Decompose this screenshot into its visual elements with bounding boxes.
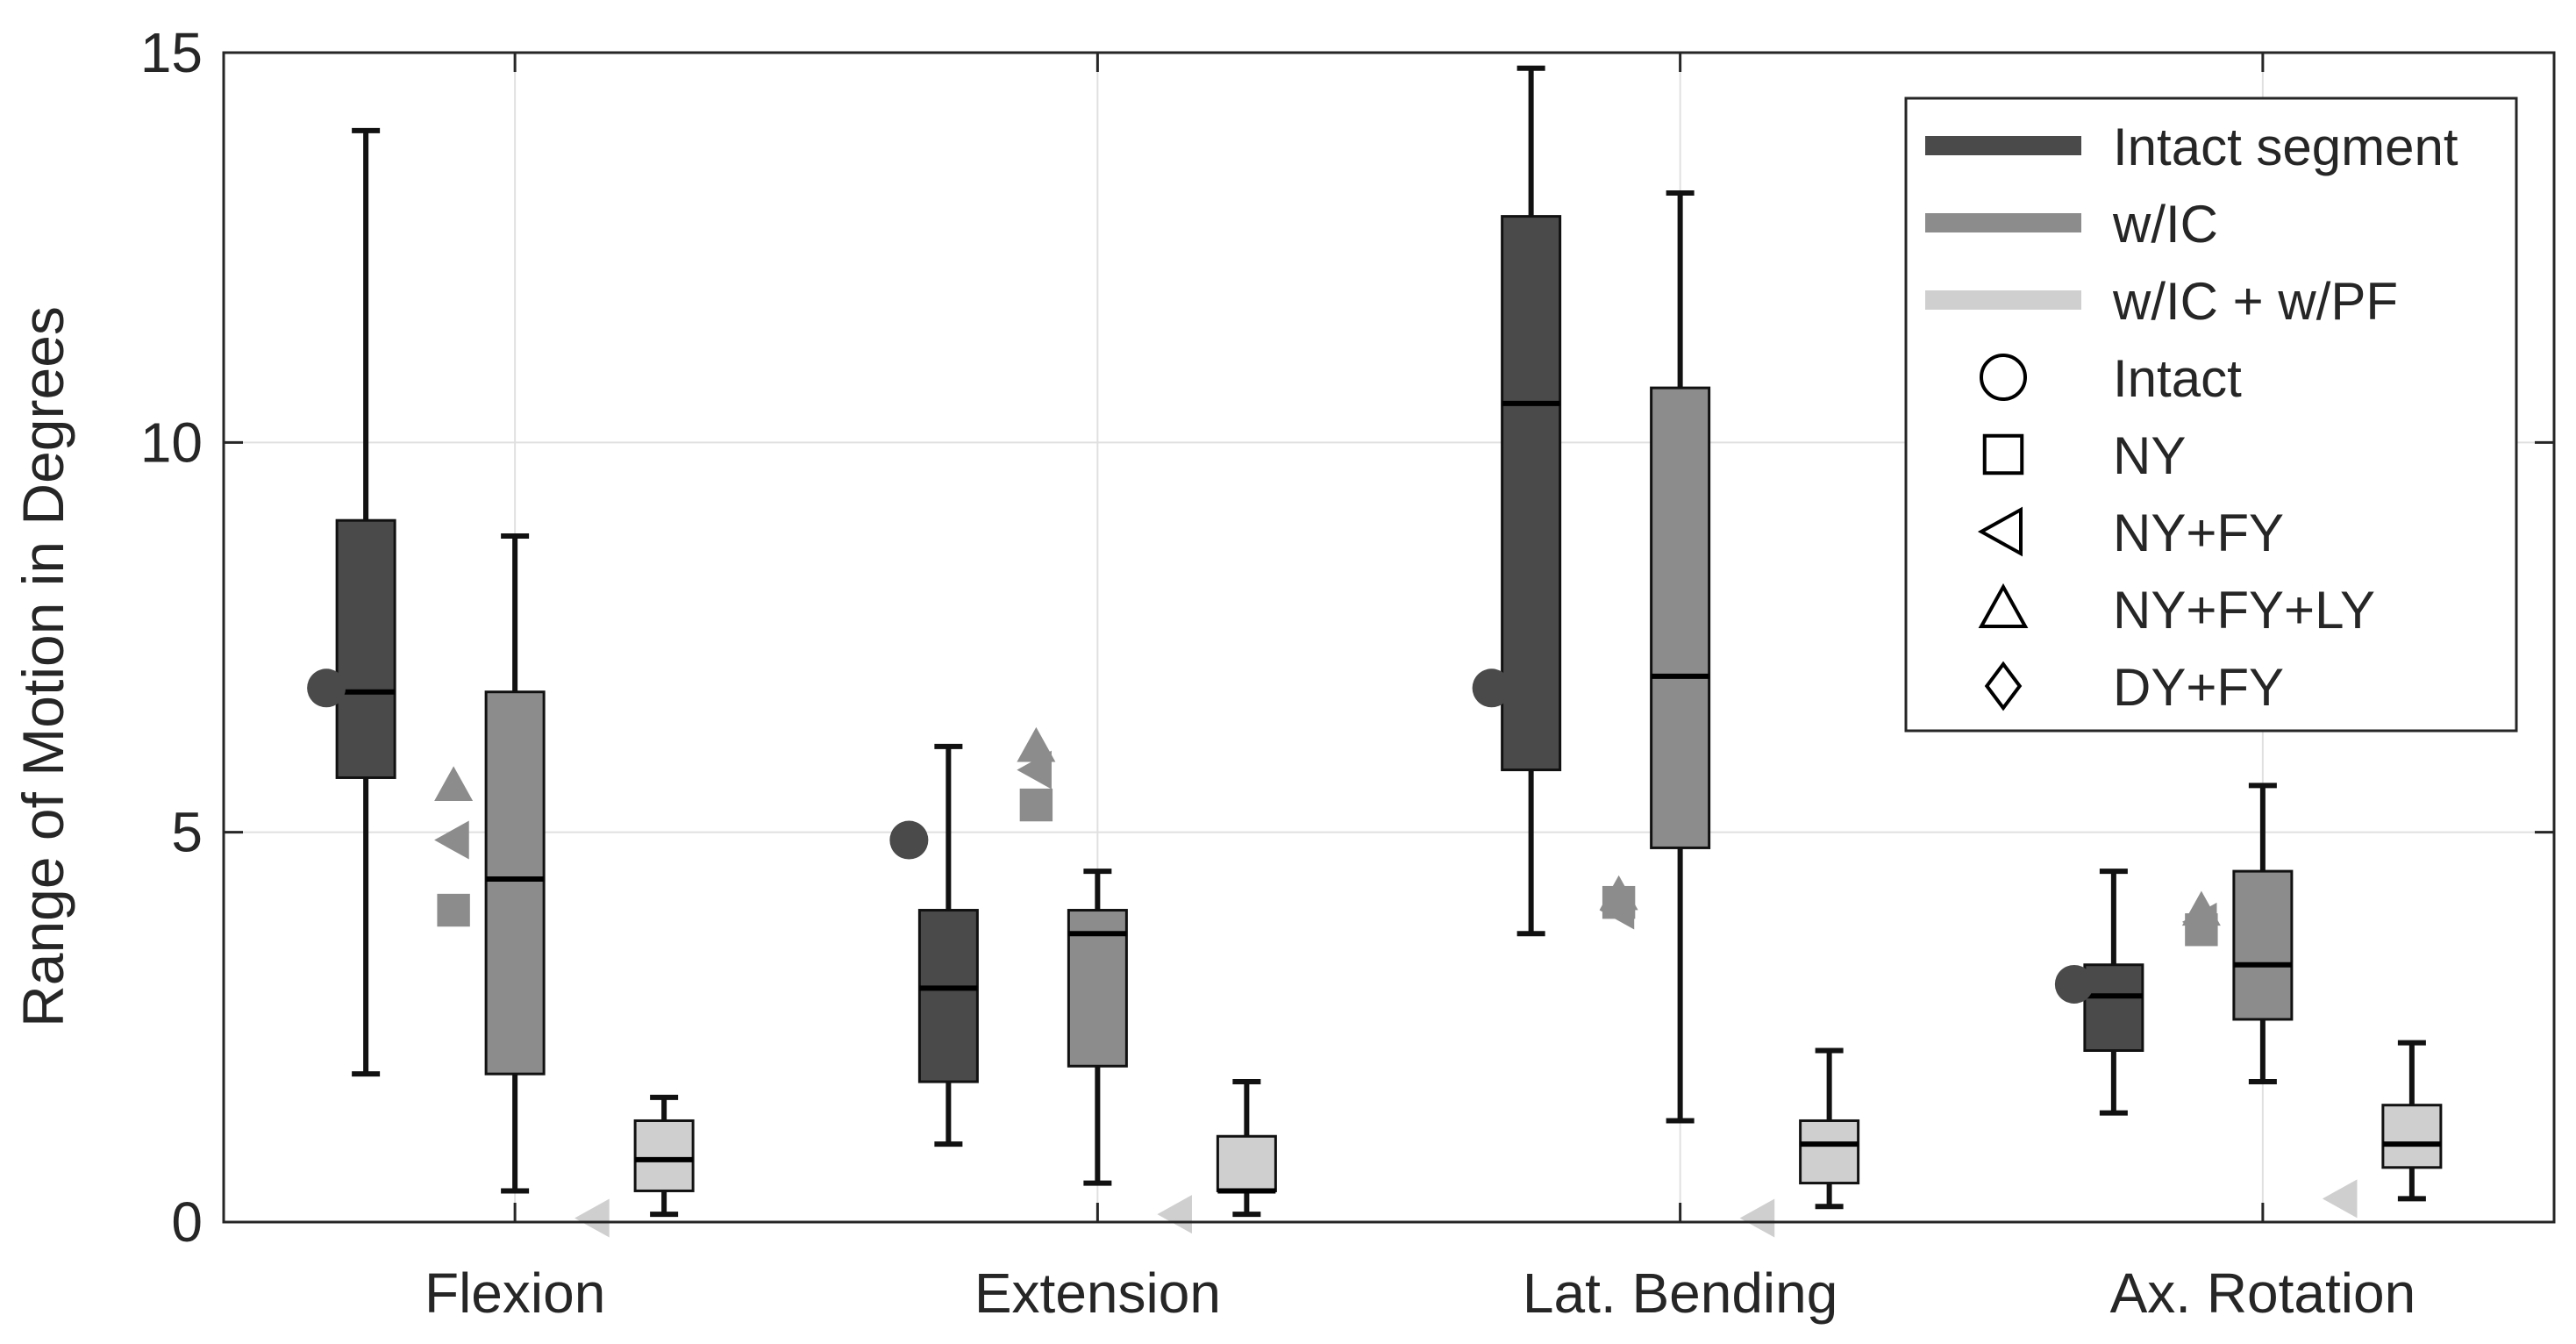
box-plots bbox=[335, 65, 2443, 1218]
legend-label: NY+FY+LY bbox=[2113, 581, 2375, 640]
box-w-ic-w-pf-ax-rotation bbox=[2381, 1040, 2443, 1202]
box-w-ic-ax-rotation bbox=[2232, 783, 2294, 1085]
box-w-ic-extension bbox=[1067, 869, 1128, 1186]
plot-frame bbox=[222, 51, 2556, 1224]
legend-marker-diamond-icon bbox=[1984, 661, 2023, 711]
marker-ny-fy-ly bbox=[1017, 726, 1056, 762]
marker-ny bbox=[1019, 788, 1053, 822]
box-iqr bbox=[1650, 386, 1711, 849]
marker-intact bbox=[889, 820, 929, 860]
marker-ny-fy bbox=[2322, 1179, 2358, 1219]
box-w-ic-flexion bbox=[484, 533, 546, 1194]
legend-label: w/IC + w/PF bbox=[2112, 272, 2398, 331]
x-tick-label: Extension bbox=[974, 1262, 1221, 1325]
legend-label: NY+FY bbox=[2113, 504, 2284, 562]
y-tick-label: 0 bbox=[171, 1190, 203, 1254]
legend-label: w/IC bbox=[2112, 195, 2218, 254]
x-axis-ticks: Flexion Extension Lat. Bending Ax. Rotation bbox=[425, 53, 2415, 1325]
marker-ny-fy bbox=[434, 820, 469, 860]
box-intact-segment-extension bbox=[917, 743, 979, 1147]
box-iqr bbox=[633, 1119, 695, 1192]
data-markers bbox=[307, 668, 2358, 1238]
box-intact-segment-flexion bbox=[335, 127, 396, 1077]
marker-ny bbox=[437, 893, 470, 927]
legend-marker-circle-icon bbox=[1980, 354, 2027, 401]
legend: Intact segment w/IC w/IC + w/PF Intact NY NY+… bbox=[1904, 97, 2518, 733]
legend-label: Intact segment bbox=[2113, 118, 2458, 176]
y-tick-label: 10 bbox=[140, 411, 203, 474]
box-iqr bbox=[335, 518, 396, 779]
box-iqr bbox=[484, 690, 546, 1076]
box-iqr bbox=[2083, 963, 2144, 1052]
box-iqr bbox=[2381, 1104, 2443, 1169]
box-w-ic-w-pf-lat-bending bbox=[1799, 1047, 1860, 1210]
legend-label: DY+FY bbox=[2113, 658, 2284, 717]
y-tick-label: 5 bbox=[171, 801, 203, 864]
box-iqr bbox=[1501, 215, 1562, 772]
marker-intact bbox=[1472, 668, 1511, 708]
y-tick-label: 15 bbox=[140, 21, 203, 84]
x-tick-label: Ax. Rotation bbox=[2110, 1262, 2416, 1325]
marker-ny-fy bbox=[574, 1198, 610, 1238]
marker-ny-fy bbox=[1739, 1198, 1775, 1238]
x-tick-label: Lat. Bending bbox=[1523, 1262, 1837, 1325]
legend-marker-triangle-up-icon bbox=[1978, 583, 2029, 628]
box-w-ic-w-pf-flexion bbox=[633, 1094, 695, 1218]
box-iqr bbox=[1216, 1134, 1277, 1192]
box-intact-segment-ax-rotation bbox=[2083, 869, 2144, 1116]
marker-ny bbox=[2185, 913, 2218, 947]
x-tick-label: Flexion bbox=[425, 1262, 605, 1325]
y-axis-label: Range of Motion in Degrees bbox=[11, 306, 75, 1027]
y-axis-ticks: 0 5 10 15 bbox=[140, 21, 2554, 1254]
box-iqr bbox=[917, 909, 979, 1083]
marker-ny-fy bbox=[1157, 1195, 1192, 1234]
legend-label: NY bbox=[2113, 426, 2186, 485]
box-iqr bbox=[2232, 869, 2294, 1021]
box-w-ic-w-pf-extension bbox=[1216, 1079, 1277, 1218]
box-intact-segment-lat-bending bbox=[1501, 65, 1562, 937]
marker-intact bbox=[2054, 964, 2094, 1004]
marker-intact bbox=[307, 668, 346, 708]
legend-marker-triangle-left-icon bbox=[1977, 506, 2023, 557]
box-w-ic-lat-bending bbox=[1650, 189, 1711, 1124]
legend-label: Intact bbox=[2113, 349, 2242, 408]
marker-ny-fy bbox=[1599, 890, 1635, 930]
box-iqr bbox=[1799, 1119, 1860, 1185]
legend-marker-square-icon bbox=[1982, 433, 2024, 475]
marker-ny-fy-ly bbox=[434, 766, 474, 801]
marker-ny-fy bbox=[1017, 750, 1052, 790]
